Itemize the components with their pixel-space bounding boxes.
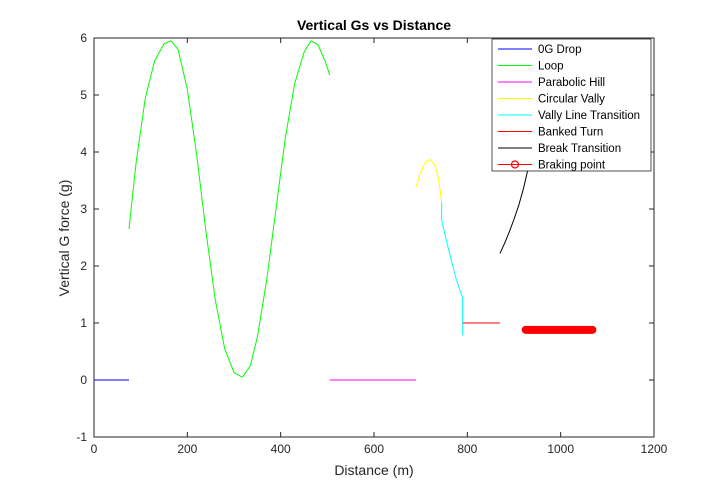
x-tick-label: 200	[177, 442, 197, 456]
x-tick-label: 400	[271, 442, 291, 456]
series-line-loop	[128, 40, 331, 378]
legend-label-vally-line-transition: Vally Line Transition	[538, 110, 640, 122]
y-tick-label: 2	[80, 259, 87, 273]
x-tick-label: 600	[364, 442, 384, 456]
legend-label-braking-point: Braking point	[538, 160, 606, 172]
series-line-circular-vally	[415, 158, 443, 203]
y-tick-label: 3	[80, 202, 87, 216]
legend-label-banked-turn: Banked Turn	[538, 127, 603, 139]
legend-marker-braking-point	[510, 160, 520, 169]
legend-box	[491, 38, 652, 172]
axis-ticks: 0 200 400 600 800 1000 1200 -1 0 1 2 3 4 5 6	[76, 31, 667, 456]
legend: 0G Drop Loop Parabolic Hill Circular Vally V…	[491, 38, 652, 172]
x-axis-label: Distance (m)	[334, 462, 413, 478]
y-tick-label: -1	[76, 430, 87, 444]
chart-title: Vertical Gs vs Distance	[297, 17, 451, 33]
y-tick-label: 4	[80, 145, 87, 159]
x-tick-label: 1200	[641, 442, 668, 456]
series-line-break-transition	[499, 168, 529, 254]
y-axis-label: Vertical G force (g)	[56, 180, 72, 297]
legend-label-circular-vally: Circular Vally	[538, 94, 605, 106]
legend-label-loop: Loop	[538, 61, 564, 73]
legend-label-break-transition: Break Transition	[538, 143, 621, 155]
series-lines	[94, 40, 529, 381]
legend-label-parabolic-hill: Parabolic Hill	[538, 77, 605, 89]
x-tick-label: 1000	[547, 442, 574, 456]
series-line-vally-line-transition	[441, 202, 464, 336]
y-tick-label: 0	[80, 373, 87, 387]
braking-point-marker	[588, 325, 597, 334]
x-tick-label: 0	[91, 442, 98, 456]
y-tick-label: 1	[80, 316, 87, 330]
braking-markers	[521, 325, 597, 334]
y-tick-label: 6	[80, 31, 87, 45]
x-tick-label: 800	[457, 442, 477, 456]
legend-label-0g-drop: 0G Drop	[538, 44, 581, 56]
y-tick-label: 5	[80, 88, 87, 102]
